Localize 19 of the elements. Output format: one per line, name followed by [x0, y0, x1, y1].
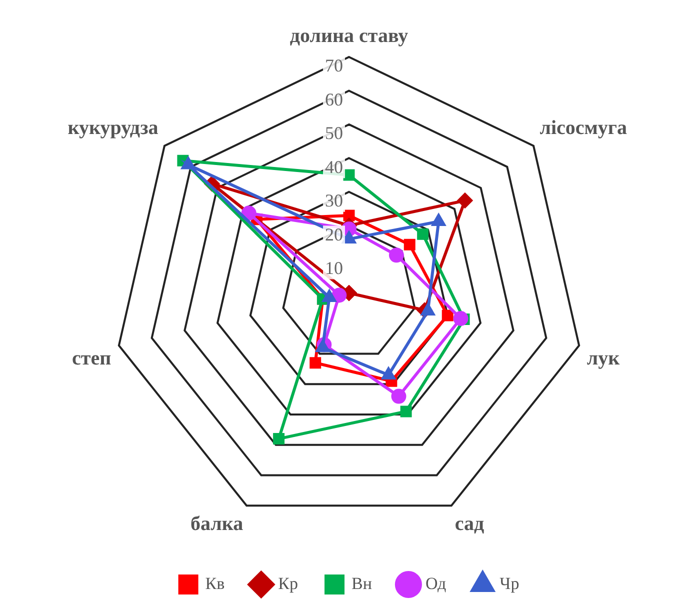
- spoke-label: лук: [586, 347, 620, 370]
- y-tick-label: 70: [325, 56, 343, 76]
- spoke-label: лісосмуга: [540, 117, 628, 140]
- spoke-label: кукурудза: [68, 117, 158, 140]
- legend-label: Чр: [500, 574, 520, 593]
- y-tick-label: 40: [325, 156, 343, 177]
- legend-label: Од: [425, 574, 446, 593]
- spoke-label: долина ставу: [290, 25, 408, 48]
- y-tick-label: 10: [325, 258, 343, 278]
- spoke-label: сад: [454, 513, 484, 536]
- y-tick-label: 30: [325, 190, 343, 211]
- y-tick-label: 20: [325, 224, 343, 244]
- legend-label: Вн: [352, 574, 372, 593]
- legend-label: Кр: [278, 574, 298, 593]
- legend-label: Кв: [205, 574, 225, 593]
- spoke-label: балка: [190, 513, 244, 536]
- y-tick-label: 50: [325, 123, 343, 144]
- spoke-label: степ: [72, 347, 112, 370]
- y-tick-label: 60: [325, 89, 343, 110]
